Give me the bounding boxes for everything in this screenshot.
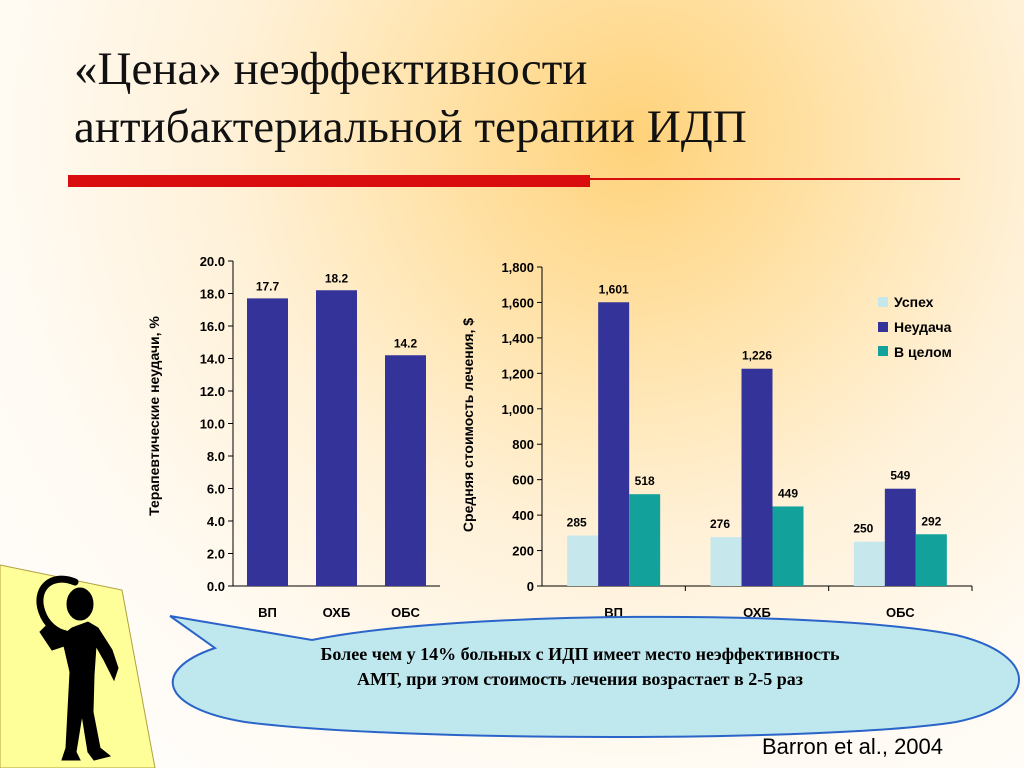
chart2-category-label: ОХБ xyxy=(743,605,771,620)
slide-title: «Цена» неэффективности антибактериальной… xyxy=(74,40,974,156)
chart1-data-label: 17.7 xyxy=(256,279,280,293)
thinking-person-icon xyxy=(36,575,119,761)
chart1-category-label: ОБС xyxy=(391,605,420,620)
chart2-bar xyxy=(915,534,947,586)
chart2-bar xyxy=(629,494,661,586)
chart1-y-tick-label: 8.0 xyxy=(207,449,225,464)
chart-therapeutic-failures: 0.0 2.0 4.0 6.0 8.0 10.0 12.0 14.0 16.0 18.0 20.0 1… xyxy=(200,254,440,620)
chart2-y-tick-label: 1,000 xyxy=(501,402,534,417)
chart2-data-label: 250 xyxy=(853,522,873,536)
title-line-1: «Цена» неэффективности xyxy=(74,43,588,95)
chart2-data-label: 518 xyxy=(635,474,655,488)
source-citation: Barron et al., 2004 xyxy=(762,734,944,759)
chart1-category-label: ОХБ xyxy=(323,605,351,620)
chart2-bar xyxy=(567,535,599,586)
chart2-bar xyxy=(884,488,916,586)
chart2-y-tick-label: 400 xyxy=(512,508,534,523)
chart2-y-tick-label: 0 xyxy=(527,579,534,594)
chart2-data-label: 1,601 xyxy=(599,282,629,296)
chart2-bar xyxy=(853,541,885,586)
chart2-data-label: 276 xyxy=(710,517,730,531)
chart2-y-tick-label: 600 xyxy=(512,473,534,488)
chart1-y-tick-label: 6.0 xyxy=(207,482,225,497)
chart2-data-label: 292 xyxy=(921,514,941,528)
chart1-data-label: 14.2 xyxy=(394,336,418,350)
chart1-y-tick-label: 16.0 xyxy=(200,319,225,334)
callout-balloon xyxy=(169,615,1020,738)
chart2-data-label: 1,226 xyxy=(742,349,772,363)
chart2-category-label: ОБС xyxy=(886,605,915,620)
title-rule-thin xyxy=(590,178,960,180)
chart2-y-axis-label: Средняя стоимость лечения, $ xyxy=(460,318,476,532)
chart2-data-label: 549 xyxy=(890,469,910,483)
title-rule-thick xyxy=(68,175,590,187)
legend-label-overall: В целом xyxy=(894,344,952,360)
chart2-y-tick-label: 200 xyxy=(512,544,534,559)
legend-swatch-failure xyxy=(878,322,888,332)
chart2-y-tick-label: 1,400 xyxy=(501,331,534,346)
chart-treatment-cost: 0 200 400 600 800 1,000 1,200 1,400 1,600 1,800 28… xyxy=(501,260,973,620)
chart2-legend: Успех Неудача В целом xyxy=(878,294,952,360)
chart1-y-tick-label: 18.0 xyxy=(200,287,225,302)
chart1-bar xyxy=(316,290,357,586)
chart1-y-axis-label: Терапевтические неудачи, % xyxy=(146,316,162,516)
title-line-2: антибактериальной терапии ИДП xyxy=(74,101,747,153)
chart1-y-tick-label: 2.0 xyxy=(207,547,225,562)
legend-swatch-success xyxy=(878,297,888,307)
chart2-bar xyxy=(598,302,630,586)
chart1-bar xyxy=(247,298,288,586)
chart2-bar xyxy=(741,368,773,586)
chart1-y-tick-label: 20.0 xyxy=(200,254,225,269)
chart1-y-tick-label: 0.0 xyxy=(207,579,225,594)
chart2-data-label: 285 xyxy=(567,515,587,529)
legend-label-failure: Неудача xyxy=(894,319,952,335)
chart2-data-label: 449 xyxy=(778,486,798,500)
chart2-y-tick-label: 1,200 xyxy=(501,366,534,381)
chart1-data-label: 18.2 xyxy=(325,271,349,285)
chart1-category-label: ВП xyxy=(258,605,277,620)
legend-swatch-overall xyxy=(878,346,888,356)
chart2-bar xyxy=(710,537,742,586)
chart1-y-tick-label: 14.0 xyxy=(200,352,225,367)
callout-text: Более чем у 14% больных с ИДП имеет мест… xyxy=(320,644,840,689)
chart2-bar xyxy=(772,506,804,586)
legend-label-success: Успех xyxy=(894,294,934,310)
chart1-y-tick-label: 12.0 xyxy=(200,384,225,399)
chart1-bar xyxy=(385,355,426,586)
chart1-y-tick-label: 10.0 xyxy=(200,417,225,432)
chart2-y-tick-label: 800 xyxy=(512,437,534,452)
chart2-y-tick-label: 1,800 xyxy=(501,260,534,275)
chart1-y-tick-label: 4.0 xyxy=(207,514,225,529)
chart2-y-tick-label: 1,600 xyxy=(501,295,534,310)
